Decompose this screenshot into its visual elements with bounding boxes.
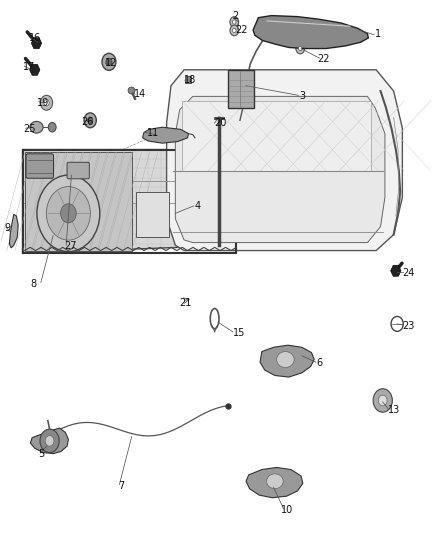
Polygon shape (182, 101, 371, 171)
Polygon shape (30, 428, 68, 454)
Text: 12: 12 (105, 59, 117, 68)
Text: 26: 26 (81, 117, 94, 127)
Text: 27: 27 (64, 241, 77, 251)
Polygon shape (10, 214, 18, 248)
FancyBboxPatch shape (184, 76, 191, 83)
Circle shape (106, 58, 112, 66)
Text: 21: 21 (180, 297, 192, 308)
Circle shape (230, 25, 239, 36)
Circle shape (45, 435, 54, 446)
Polygon shape (246, 467, 303, 498)
Circle shape (233, 20, 236, 24)
FancyBboxPatch shape (228, 70, 254, 108)
Text: 3: 3 (300, 91, 306, 101)
Polygon shape (22, 150, 237, 253)
FancyBboxPatch shape (67, 163, 89, 179)
Text: 2: 2 (232, 11, 238, 21)
Text: 14: 14 (134, 89, 146, 99)
Circle shape (230, 17, 239, 27)
Text: 11: 11 (147, 127, 159, 138)
Text: 10: 10 (281, 505, 293, 515)
Text: 23: 23 (403, 321, 415, 331)
Text: 4: 4 (194, 201, 201, 211)
Ellipse shape (277, 352, 294, 368)
Circle shape (40, 429, 59, 453)
Text: 19: 19 (36, 98, 49, 108)
Circle shape (233, 28, 236, 33)
Text: 8: 8 (30, 279, 36, 288)
Polygon shape (29, 64, 40, 75)
FancyBboxPatch shape (26, 154, 53, 178)
Text: 22: 22 (317, 54, 330, 64)
Circle shape (40, 95, 53, 110)
Circle shape (102, 53, 116, 70)
Circle shape (298, 46, 302, 51)
Circle shape (46, 187, 90, 240)
Polygon shape (166, 70, 403, 251)
Polygon shape (25, 152, 132, 251)
Circle shape (60, 204, 76, 223)
Polygon shape (175, 96, 385, 243)
Text: 16: 16 (29, 33, 41, 43)
Ellipse shape (48, 123, 56, 132)
Text: 15: 15 (233, 328, 246, 338)
FancyBboxPatch shape (136, 192, 169, 237)
Text: 24: 24 (403, 268, 415, 278)
Text: 7: 7 (119, 481, 125, 490)
Circle shape (37, 175, 100, 252)
Ellipse shape (267, 474, 283, 489)
Text: 13: 13 (389, 405, 401, 415)
Circle shape (391, 317, 403, 332)
Polygon shape (391, 265, 401, 276)
Circle shape (378, 395, 387, 406)
Polygon shape (253, 15, 368, 49)
Text: 20: 20 (214, 118, 226, 128)
Text: 22: 22 (236, 26, 248, 36)
Text: 5: 5 (38, 449, 44, 458)
Text: 6: 6 (317, 358, 323, 368)
Polygon shape (31, 38, 42, 49)
Polygon shape (143, 127, 188, 143)
Text: 17: 17 (22, 62, 35, 72)
Circle shape (373, 389, 392, 412)
Ellipse shape (210, 309, 219, 329)
Circle shape (44, 100, 49, 106)
Polygon shape (260, 345, 314, 377)
Text: 25: 25 (23, 124, 36, 134)
Ellipse shape (30, 122, 43, 133)
Text: 18: 18 (184, 76, 196, 85)
Text: 1: 1 (375, 29, 381, 39)
Circle shape (84, 113, 96, 128)
Circle shape (296, 43, 304, 54)
Circle shape (88, 117, 93, 124)
Text: 9: 9 (4, 223, 11, 233)
